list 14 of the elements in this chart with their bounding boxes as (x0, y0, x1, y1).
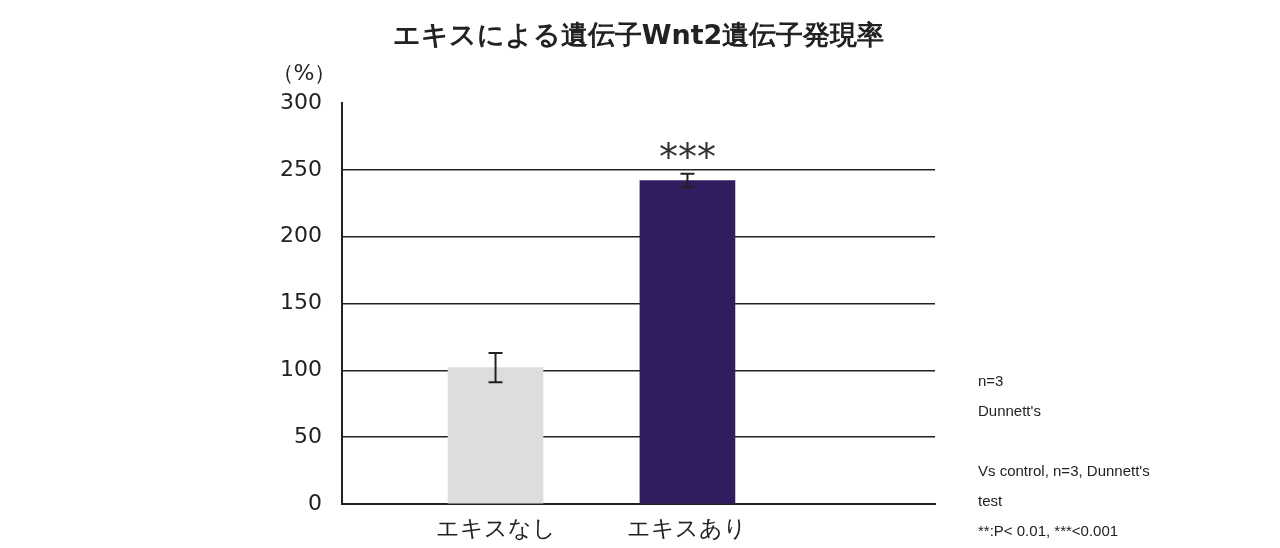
y-tick-label: 150 (280, 289, 322, 315)
y-tick-label: 100 (280, 356, 322, 382)
x-tick-label: エキスあり (627, 514, 748, 541)
y-axis-title: （%） (271, 59, 337, 85)
y-tick-label: 50 (294, 422, 322, 448)
x-tick-label: エキスなし (435, 514, 556, 541)
text: n=3 Dunnett's (978, 371, 1042, 421)
y-tick-label: 0 (308, 489, 322, 515)
y-tick-label: 250 (280, 155, 322, 181)
y-tick-label: 200 (280, 222, 322, 248)
annotation: *** (658, 134, 716, 179)
chart-title: エキスによる遺伝子Wnt2遺伝子発現率 (392, 19, 885, 51)
y-tick-label: 300 (280, 88, 322, 114)
text: Vs control, n=3, Dunnett's test **:P< 0.01, ***<0.001 (978, 461, 1151, 541)
